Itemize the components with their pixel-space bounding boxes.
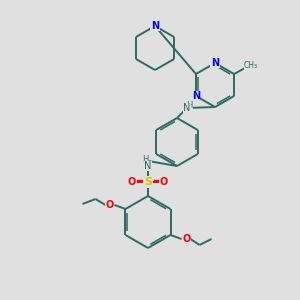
Text: N: N [183, 103, 191, 113]
Text: O: O [128, 177, 136, 187]
Text: O: O [182, 234, 190, 244]
Text: N: N [192, 91, 200, 101]
Text: H: H [186, 101, 192, 110]
Text: H: H [142, 155, 148, 164]
Text: S: S [144, 177, 152, 187]
Text: N: N [211, 58, 219, 68]
Text: N: N [151, 21, 159, 31]
Text: O: O [160, 177, 168, 187]
Text: O: O [105, 200, 114, 210]
Text: N: N [144, 161, 152, 171]
Text: CH₃: CH₃ [244, 61, 258, 70]
